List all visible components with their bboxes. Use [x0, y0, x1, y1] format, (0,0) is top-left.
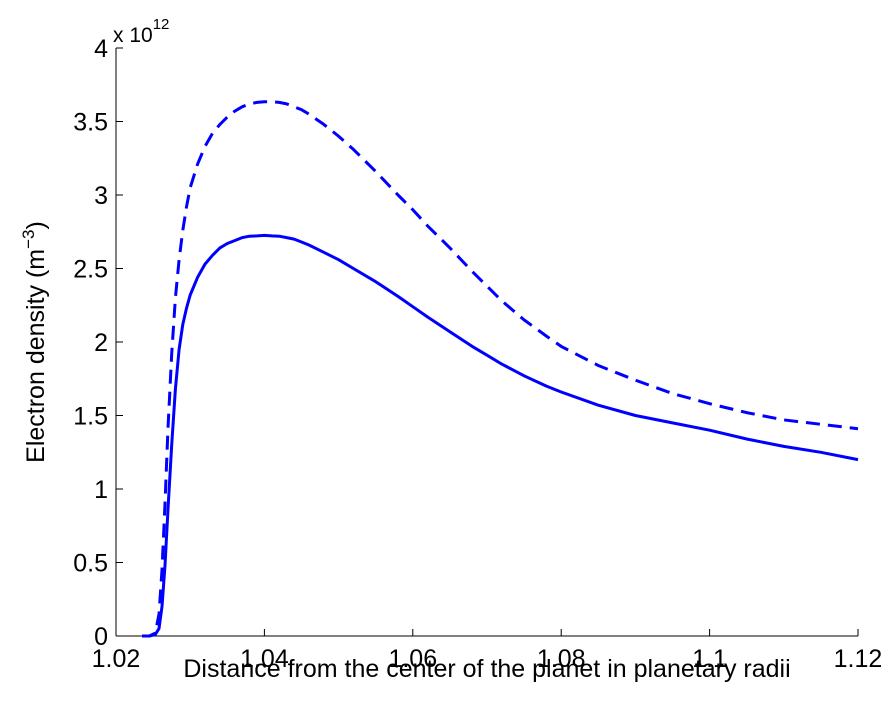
y-tick-label: 0.5 — [73, 550, 108, 578]
x-tick-label: 1.12 — [834, 645, 883, 673]
y-axis-label-close: ) — [22, 221, 50, 229]
x-tick-label: 1.08 — [537, 645, 586, 673]
y-tick-label: 4 — [94, 35, 108, 63]
y-tick-label: 3.5 — [73, 109, 108, 137]
x-tick-label: 1.02 — [92, 645, 141, 673]
y-axis-label-superscript: −3 — [19, 229, 38, 248]
y-tick-label: 1.5 — [73, 403, 108, 431]
y-multiplier-exponent: 12 — [153, 16, 170, 33]
y-tick-label: 3 — [94, 182, 108, 210]
axis-ticks — [115, 47, 859, 637]
plot-area — [115, 48, 858, 637]
y-tick-labels: 0 0.5 1 1.5 2 2.5 3 3.5 4 — [73, 35, 108, 651]
y-multiplier-base: x 10 — [113, 24, 153, 47]
y-tick-label: 0 — [94, 623, 108, 651]
series-line-dashed — [142, 100, 859, 638]
y-axis-label-main: Electron density (m — [22, 249, 50, 463]
y-axis-label: Electron density (m−3) — [19, 221, 50, 463]
x-tick-label: 1.06 — [388, 645, 437, 673]
y-tick-label: 2 — [94, 329, 108, 357]
series-layer — [142, 100, 859, 638]
y-multiplier: x 1012 — [113, 16, 169, 47]
y-tick-label: 2.5 — [73, 256, 108, 284]
x-axis-label: Distance from the center of the planet i… — [183, 655, 790, 683]
x-tick-label: 1.1 — [692, 645, 727, 673]
x-tick-labels: 1.02 1.04 1.06 1.08 1.1 1.12 — [92, 645, 883, 673]
y-tick-label: 1 — [94, 476, 108, 504]
x-tick-label: 1.04 — [240, 645, 289, 673]
series-line-solid — [142, 233, 859, 638]
